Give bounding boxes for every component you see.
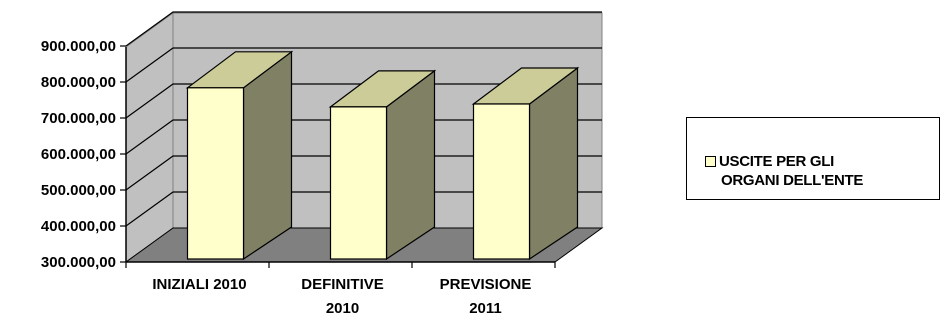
y-tick-label: 600.000,00 <box>41 146 116 163</box>
y-tick-label: 500.000,00 <box>41 182 116 199</box>
legend-label-line-1: USCITE PER GLI <box>719 153 834 170</box>
bar-front <box>329 106 388 260</box>
x-tick-label: 2011 <box>469 300 502 317</box>
x-tick-label: INIZIALI 2010 <box>152 276 246 293</box>
legend-label: USCITE PER GLI ORGANI DELL'ENTE <box>719 152 934 190</box>
gridline <box>125 191 602 227</box>
x-axis: INIZIALI 2010 DEFINITIVE 2010 PREVISIONE 201… <box>125 262 556 317</box>
legend: USCITE PER GLI ORGANI DELL'ENTE <box>686 117 940 200</box>
bar <box>185 50 294 261</box>
x-tick-label: DEFINITIVE <box>301 276 384 293</box>
y-tick-label: 400.000,00 <box>41 218 116 235</box>
y-tick-label: 700.000,00 <box>41 110 116 127</box>
y-tick-label: 300.000,00 <box>41 254 116 271</box>
x-tick-label: 2010 <box>326 300 359 317</box>
legend-swatch <box>705 156 716 167</box>
gridline <box>125 119 602 155</box>
gridline <box>125 155 602 191</box>
gridlines <box>125 11 602 227</box>
legend-label-line-2: ORGANI DELL'ENTE <box>721 172 864 189</box>
bar <box>471 66 580 261</box>
bar-front <box>472 103 531 260</box>
gridline <box>125 47 602 83</box>
y-tick-label: 900.000,00 <box>41 38 116 55</box>
bar-front <box>186 87 245 260</box>
gridline <box>125 83 602 119</box>
bars <box>185 50 580 261</box>
y-axis: 300.000,00 400.000,00 500.000,00 600.000,00… <box>41 38 555 271</box>
bar <box>328 69 437 261</box>
x-tick-label: PREVISIONE <box>440 276 532 293</box>
y-tick-label: 800.000,00 <box>41 74 116 91</box>
gridline <box>125 11 602 47</box>
